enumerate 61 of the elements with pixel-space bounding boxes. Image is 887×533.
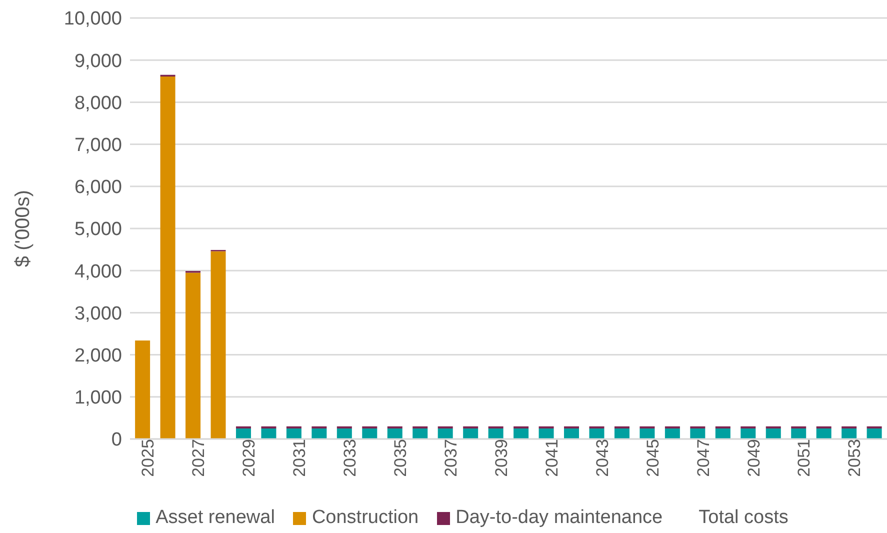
- bar: [387, 428, 402, 439]
- bar: [866, 428, 882, 439]
- bar: [791, 428, 806, 439]
- bar: [286, 428, 302, 439]
- bar: [664, 428, 680, 439]
- bar: [463, 428, 478, 439]
- legend-label: Day-to-day maintenance: [454, 507, 663, 529]
- x-tick-label: 2025: [138, 439, 158, 477]
- y-tick-label: 9,000: [74, 50, 122, 72]
- y-tick-label: 6,000: [74, 177, 122, 198]
- bar: [336, 428, 352, 439]
- y-tick-label: 0: [111, 430, 122, 451]
- y-tick-label: 10,000: [64, 8, 122, 30]
- y-tick-label: 3,000: [74, 303, 122, 324]
- bar: [816, 428, 832, 439]
- x-tick-label: 2033: [340, 439, 360, 477]
- bar: [438, 428, 453, 439]
- y-tick-label: 8,000: [74, 92, 122, 114]
- bar: [740, 428, 756, 439]
- x-tick-label: 2049: [744, 439, 764, 477]
- bar: [640, 428, 655, 439]
- bar: [261, 428, 276, 439]
- y-tick-label: 7,000: [74, 135, 122, 156]
- bar: [186, 272, 201, 439]
- bar: [538, 428, 554, 439]
- x-tick-label: 2039: [492, 439, 511, 477]
- bar: [488, 428, 504, 439]
- y-tick-label: 2,000: [74, 346, 122, 367]
- x-tick-label: 2041: [542, 439, 562, 477]
- bar: [766, 428, 781, 439]
- bar: [236, 428, 251, 439]
- y-tick-label: 1,000: [74, 388, 122, 409]
- x-tick-label: 2043: [592, 439, 612, 477]
- bar: [160, 76, 176, 439]
- legend-label: Construction: [310, 507, 419, 529]
- bar: [514, 428, 529, 439]
- x-tick-label: 2053: [845, 439, 864, 477]
- x-tick-label: 2027: [189, 439, 208, 477]
- y-tick-label: 4,000: [74, 261, 122, 282]
- y-axis-title: $ ('000s): [12, 190, 34, 268]
- x-tick-label: 2035: [391, 439, 410, 477]
- x-tick-label: 2045: [643, 439, 662, 477]
- bar: [312, 428, 327, 439]
- text: Total costs: [698, 507, 788, 529]
- bar: [614, 428, 630, 439]
- bar: [715, 428, 730, 439]
- bar: [690, 428, 706, 439]
- x-tick-label: 2047: [694, 439, 713, 477]
- bar: [135, 340, 150, 439]
- x-tick-label: 2031: [290, 439, 310, 477]
- bar: [564, 428, 580, 439]
- x-tick-label: 2051: [794, 439, 814, 477]
- bar: [210, 251, 226, 439]
- legend-label: Asset renewal: [154, 507, 275, 529]
- bar: [589, 428, 604, 439]
- x-tick-label: 2037: [441, 439, 460, 477]
- bar: [412, 428, 428, 439]
- bar: [842, 428, 857, 439]
- x-tick-label: 2029: [240, 439, 259, 477]
- y-tick-label: 5,000: [74, 219, 122, 240]
- bar: [362, 428, 378, 439]
